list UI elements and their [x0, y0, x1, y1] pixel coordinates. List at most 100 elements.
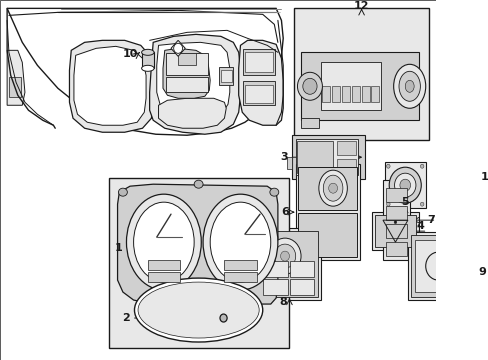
Bar [165, 77, 208, 92]
Ellipse shape [420, 202, 423, 206]
Bar [290, 279, 313, 295]
Ellipse shape [328, 183, 337, 193]
Ellipse shape [475, 172, 488, 192]
Bar [385, 206, 406, 220]
Bar [243, 81, 275, 105]
Ellipse shape [194, 180, 203, 188]
Bar [407, 232, 468, 300]
Bar [262, 279, 287, 295]
Bar [244, 85, 273, 103]
Bar [320, 62, 381, 110]
Bar [322, 86, 330, 102]
Polygon shape [238, 40, 283, 125]
Ellipse shape [138, 282, 259, 338]
Text: 7: 7 [427, 215, 434, 225]
Bar [224, 272, 256, 282]
Bar [178, 53, 196, 65]
Text: 10: 10 [122, 49, 138, 59]
Ellipse shape [420, 164, 423, 168]
Polygon shape [69, 40, 153, 132]
Bar [224, 260, 256, 270]
Polygon shape [7, 8, 283, 135]
Ellipse shape [393, 64, 425, 108]
Ellipse shape [268, 238, 301, 274]
Bar [108, 178, 288, 348]
Bar [361, 86, 369, 102]
Ellipse shape [126, 194, 201, 290]
Ellipse shape [398, 71, 420, 101]
Bar [301, 52, 418, 120]
Text: 5: 5 [401, 197, 408, 207]
Polygon shape [158, 98, 226, 128]
Ellipse shape [133, 202, 194, 282]
Ellipse shape [405, 80, 413, 92]
Bar [382, 180, 409, 260]
Bar [9, 77, 21, 97]
Polygon shape [157, 42, 229, 115]
Bar [336, 159, 356, 173]
Bar [341, 86, 349, 102]
Bar [385, 188, 406, 202]
Polygon shape [467, 166, 488, 198]
Bar [298, 213, 356, 257]
Bar [221, 70, 231, 82]
Bar [410, 235, 465, 297]
Ellipse shape [302, 78, 316, 94]
Bar [384, 162, 425, 208]
Bar [291, 135, 365, 179]
Bar [336, 141, 356, 155]
Bar [295, 164, 359, 260]
Text: 2: 2 [122, 313, 130, 323]
Bar [147, 272, 180, 282]
Ellipse shape [269, 188, 278, 196]
Bar [147, 260, 180, 270]
Ellipse shape [386, 202, 389, 206]
Bar [331, 86, 340, 102]
Ellipse shape [297, 72, 322, 100]
Bar [244, 52, 273, 72]
Polygon shape [301, 118, 318, 128]
Polygon shape [7, 50, 25, 105]
Bar [351, 86, 359, 102]
Bar [243, 49, 275, 75]
Bar [414, 240, 460, 292]
Ellipse shape [134, 278, 262, 342]
Bar [142, 52, 154, 68]
Bar [374, 215, 415, 247]
Bar [290, 261, 313, 277]
Polygon shape [74, 46, 146, 125]
Bar [286, 157, 291, 169]
Bar [297, 141, 332, 173]
Ellipse shape [394, 173, 415, 197]
Bar [371, 212, 418, 250]
Ellipse shape [274, 244, 295, 268]
Text: 3: 3 [280, 152, 287, 162]
Ellipse shape [477, 175, 486, 189]
Bar [219, 67, 233, 85]
Ellipse shape [318, 170, 346, 206]
Bar [293, 8, 428, 140]
Bar [258, 228, 320, 300]
Polygon shape [149, 34, 240, 134]
Ellipse shape [386, 164, 389, 168]
Ellipse shape [203, 194, 277, 290]
Text: 12: 12 [353, 1, 368, 12]
Ellipse shape [142, 49, 154, 55]
Bar [165, 53, 208, 75]
Text: 11: 11 [479, 172, 488, 182]
Bar [385, 242, 406, 256]
Text: 9: 9 [478, 267, 486, 277]
Ellipse shape [399, 179, 410, 191]
Ellipse shape [388, 167, 421, 203]
Bar [262, 261, 287, 277]
Text: 1: 1 [114, 243, 122, 253]
Polygon shape [117, 184, 277, 304]
Ellipse shape [280, 251, 289, 261]
Ellipse shape [210, 202, 270, 282]
Polygon shape [171, 40, 185, 56]
Text: 4: 4 [416, 221, 424, 231]
Ellipse shape [220, 314, 226, 322]
Bar [385, 224, 406, 238]
Ellipse shape [118, 188, 127, 196]
Bar [371, 86, 379, 102]
